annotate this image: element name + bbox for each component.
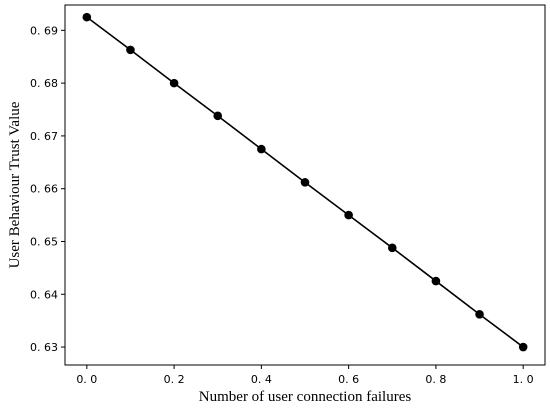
- y-axis-label: User Behaviour Trust Value: [7, 101, 23, 268]
- y-tick-label: 0. 67: [30, 130, 58, 143]
- x-tick-label: 0. 2: [164, 373, 185, 386]
- data-point: [387, 243, 397, 253]
- data-points: [82, 12, 528, 352]
- plot-frame: [64, 4, 546, 366]
- y-tick-label: 0. 65: [30, 235, 58, 248]
- data-point: [300, 178, 310, 187]
- y-tick-label: 0. 63: [30, 341, 58, 354]
- x-tick-label: 0. 6: [338, 373, 359, 386]
- y-tick-label: 0. 66: [30, 183, 58, 196]
- data-point: [257, 144, 266, 154]
- data-point: [82, 12, 92, 22]
- data-point: [126, 45, 135, 55]
- y-tick-label: 0. 69: [30, 24, 58, 37]
- y-tick-label: 0. 64: [30, 288, 58, 301]
- x-axis-ticks: 0. 0 0. 2 0. 4 0. 6 0. 8 1. 0: [76, 365, 534, 386]
- data-point: [518, 342, 528, 352]
- data-point: [169, 78, 179, 88]
- y-tick-label: 0. 68: [30, 77, 58, 90]
- data-point: [431, 276, 441, 286]
- y-axis-ticks: 0. 63 0. 64 0. 65 0. 66 0. 67 0. 68 0. 69: [30, 24, 65, 354]
- data-point: [475, 310, 484, 319]
- x-tick-label: 0. 0: [76, 373, 97, 386]
- data-point: [213, 111, 223, 121]
- x-tick-label: 0. 8: [425, 373, 446, 386]
- x-tick-label: 1. 0: [513, 373, 534, 386]
- data-point: [344, 210, 353, 220]
- x-axis-label: Number of user connection failures: [199, 389, 412, 405]
- x-tick-label: 0. 4: [251, 373, 272, 386]
